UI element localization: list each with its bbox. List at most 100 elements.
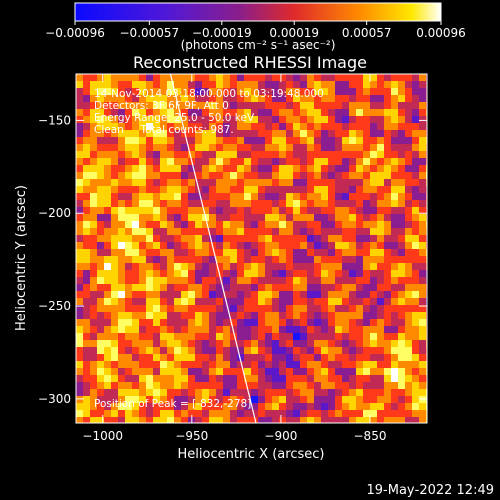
heatmap-cell	[76, 221, 84, 229]
heatmap-cell	[328, 410, 336, 418]
heatmap-cell	[398, 221, 406, 229]
heatmap-cell	[251, 130, 259, 138]
heatmap-cell	[335, 319, 343, 327]
heatmap-cell	[146, 333, 154, 341]
heatmap-cell	[405, 165, 413, 173]
heatmap-cell	[265, 270, 273, 278]
heatmap-cell	[314, 193, 322, 201]
heatmap-cell	[146, 179, 154, 187]
heatmap-cell	[90, 144, 98, 152]
heatmap-cell	[195, 277, 203, 285]
heatmap-cell	[258, 151, 266, 159]
heatmap-cell	[328, 347, 336, 355]
heatmap-cell	[307, 305, 315, 313]
heatmap-cell	[370, 102, 378, 110]
heatmap-cell	[244, 144, 252, 152]
heatmap-cell	[104, 396, 112, 404]
heatmap-cell	[300, 179, 308, 187]
heatmap-cell	[160, 130, 168, 138]
heatmap-cell	[300, 88, 308, 96]
heatmap-cell	[398, 193, 406, 201]
heatmap-cell	[209, 368, 217, 376]
heatmap-cell	[300, 375, 308, 383]
heatmap-cell	[265, 354, 273, 362]
heatmap-cell	[104, 382, 112, 390]
heatmap-cell	[370, 375, 378, 383]
heatmap-cell	[370, 326, 378, 334]
heatmap-cell	[181, 389, 189, 397]
heatmap-cell	[139, 165, 147, 173]
heatmap-cell	[293, 277, 301, 285]
heatmap-cell	[370, 354, 378, 362]
heatmap-cell	[293, 95, 301, 103]
heatmap-cell	[335, 368, 343, 376]
heatmap-cell	[307, 193, 315, 201]
heatmap-cell	[370, 263, 378, 271]
heatmap-cell	[181, 81, 189, 89]
heatmap-cell	[125, 179, 133, 187]
heatmap-cell	[398, 354, 406, 362]
heatmap-cell	[90, 151, 98, 159]
heatmap-cell	[223, 123, 231, 131]
heatmap-cell	[363, 340, 371, 348]
heatmap-cell	[335, 375, 343, 383]
heatmap-cell	[223, 214, 231, 222]
heatmap-cell	[104, 298, 112, 306]
heatmap-cell	[370, 361, 378, 369]
heatmap-cell	[111, 130, 119, 138]
heatmap-cell	[146, 277, 154, 285]
heatmap-cell	[286, 319, 294, 327]
heatmap-cell	[342, 417, 350, 423]
heatmap-image	[76, 74, 427, 423]
heatmap-cell	[293, 361, 301, 369]
heatmap-cell	[181, 340, 189, 348]
heatmap-cell	[216, 235, 224, 243]
heatmap-cell	[237, 151, 245, 159]
heatmap-cell	[265, 305, 273, 313]
heatmap-cell	[125, 263, 133, 271]
heatmap-cell	[111, 410, 119, 418]
heatmap-cell	[216, 340, 224, 348]
heatmap-cell	[363, 179, 371, 187]
heatmap-cell	[104, 137, 112, 145]
heatmap-cell	[335, 207, 343, 215]
heatmap-cell	[174, 410, 182, 418]
heatmap-cell	[272, 270, 280, 278]
heatmap-cell	[244, 214, 252, 222]
heatmap-cell	[160, 375, 168, 383]
heatmap-cell	[258, 270, 266, 278]
heatmap-cell	[195, 382, 203, 390]
heatmap-cell	[272, 102, 280, 110]
heatmap-cell	[104, 144, 112, 152]
heatmap-cell	[342, 221, 350, 229]
heatmap-cell	[251, 270, 259, 278]
heatmap-cell	[272, 263, 280, 271]
annotation-detectors: Detectors: 3F 6F 9F, Att 0	[94, 100, 229, 112]
heatmap-cell	[76, 81, 84, 89]
heatmap-cell	[209, 214, 217, 222]
heatmap-cell	[153, 305, 161, 313]
heatmap-cell	[244, 340, 252, 348]
heatmap-cell	[412, 270, 420, 278]
heatmap-cell	[349, 151, 357, 159]
heatmap-cell	[181, 95, 189, 103]
heatmap-cell	[104, 361, 112, 369]
heatmap-cell	[104, 417, 112, 423]
heatmap-cell	[251, 116, 259, 124]
heatmap-cell	[167, 186, 175, 194]
heatmap-cell	[412, 382, 420, 390]
heatmap-cell	[167, 368, 175, 376]
heatmap-cell	[307, 340, 315, 348]
heatmap-cell	[370, 277, 378, 285]
heatmap-cell	[223, 144, 231, 152]
heatmap-cell	[363, 158, 371, 166]
heatmap-cell	[412, 102, 420, 110]
heatmap-cell	[230, 417, 238, 423]
heatmap-cell	[314, 403, 322, 411]
heatmap-cell	[412, 144, 420, 152]
heatmap-cell	[342, 354, 350, 362]
heatmap-cell	[321, 186, 329, 194]
heatmap-cell	[174, 200, 182, 208]
heatmap-cell	[328, 123, 336, 131]
heatmap-cell	[97, 375, 105, 383]
